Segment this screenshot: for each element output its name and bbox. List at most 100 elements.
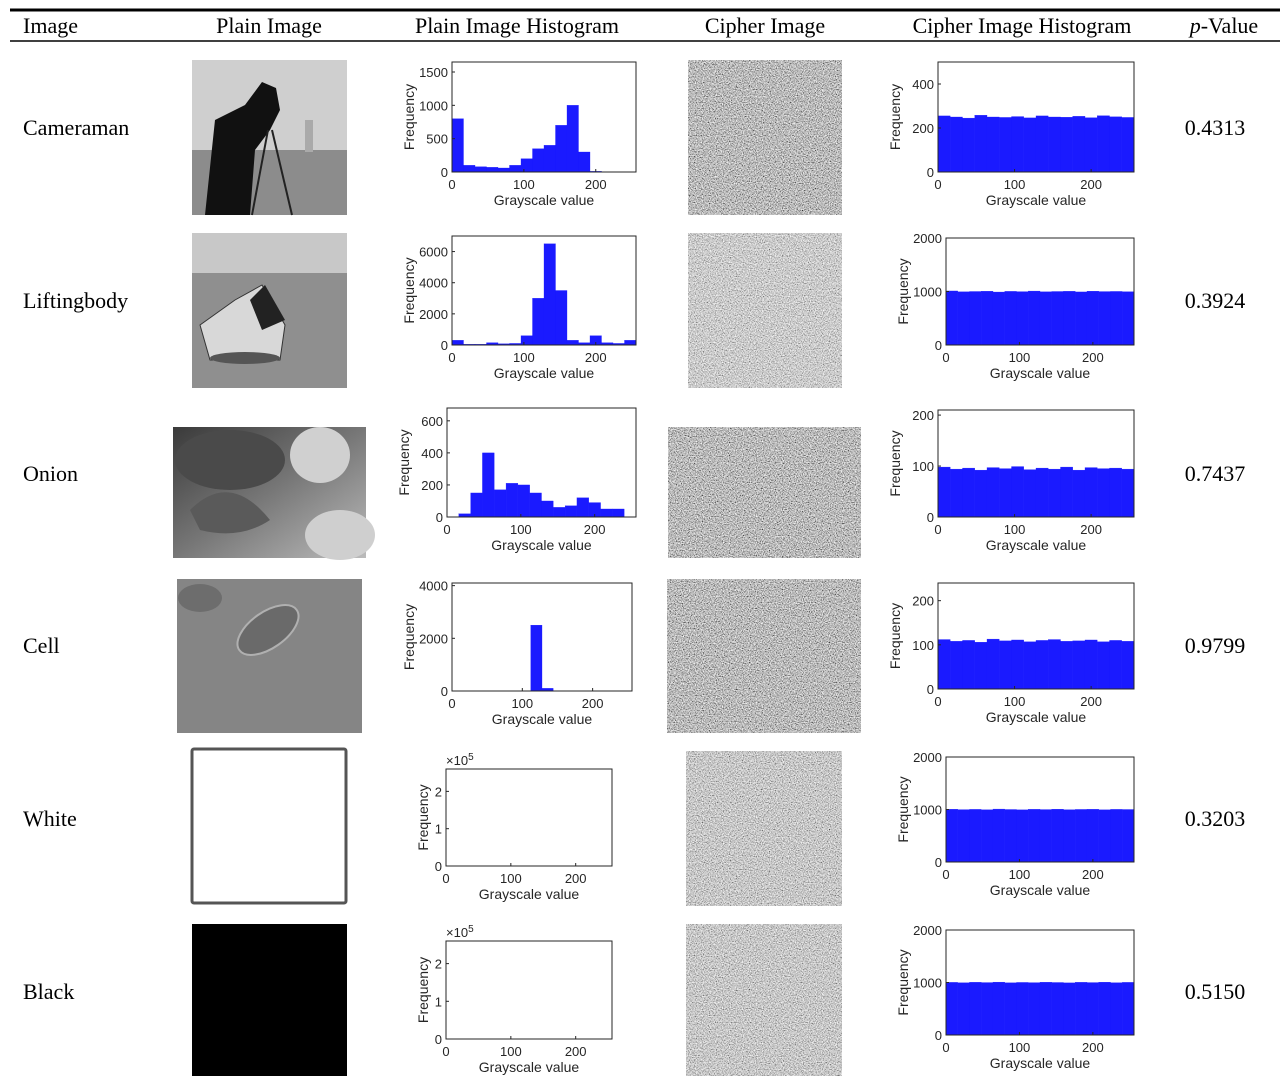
bar: [962, 117, 975, 173]
bar: [999, 117, 1012, 173]
bar: [1097, 115, 1110, 173]
y-axis-label: Frequency: [887, 84, 903, 150]
y-tick-label: 0: [927, 165, 934, 180]
bar: [1023, 117, 1037, 173]
bar: [992, 981, 1005, 1036]
x-axis-label: Grayscale value: [986, 192, 1087, 208]
image-name: Cameraman: [23, 115, 129, 140]
y-tick-label: 200: [912, 408, 934, 423]
p-value: 0.5150: [1185, 979, 1246, 1004]
y-tick-label: 400: [421, 446, 443, 461]
x-axis-label: Grayscale value: [986, 537, 1087, 553]
x-tick-label: 0: [934, 177, 941, 192]
bar: [950, 116, 963, 173]
bar: [950, 641, 963, 690]
bar: [1122, 982, 1135, 1036]
p-value: 0.3203: [1185, 806, 1246, 831]
y-tick-label: 200: [421, 478, 443, 493]
bar: [1028, 809, 1041, 863]
bar: [494, 489, 507, 518]
header-cell: Cipher Image: [705, 13, 825, 38]
cipher-image: [688, 233, 842, 388]
bar: [532, 298, 545, 346]
bar: [1004, 809, 1017, 863]
y-tick-label: 6000: [419, 245, 448, 260]
bar: [1051, 291, 1064, 346]
y-tick-label: 2000: [913, 923, 942, 938]
bar: [981, 809, 994, 863]
bar: [1016, 291, 1029, 346]
y-axis-label: Frequency: [887, 430, 903, 496]
y-tick-label: 0: [935, 855, 942, 870]
bar: [541, 500, 554, 518]
plain-image: [192, 233, 347, 388]
plain-image: [173, 427, 375, 560]
bar: [957, 291, 970, 346]
bar: [517, 484, 530, 518]
bar: [945, 982, 958, 1036]
bar: [1084, 117, 1098, 173]
bar: [529, 492, 542, 518]
bar: [578, 151, 591, 173]
bar: [486, 167, 499, 173]
bar: [1121, 117, 1135, 173]
bar: [1011, 639, 1024, 690]
image-name: Liftingbody: [23, 288, 128, 313]
x-tick-label: 200: [585, 177, 607, 192]
bar: [543, 243, 556, 346]
x-tick-label: 0: [934, 694, 941, 709]
bar: [1035, 115, 1049, 173]
bar: [999, 468, 1012, 518]
y-tick-label: 1000: [913, 803, 942, 818]
x-tick-label: 100: [1004, 522, 1026, 537]
y-tick-label: 0: [441, 338, 448, 353]
bar: [992, 291, 1005, 346]
histogram: 0 100 200 0 1 2 Grayscale value Frequency ×105: [415, 752, 613, 902]
axes-box: [446, 407, 637, 518]
y-tick-label: 2000: [913, 750, 942, 765]
y-tick-label: 0: [435, 859, 442, 874]
bar: [945, 290, 958, 346]
bar: [986, 116, 1000, 173]
bar: [969, 291, 982, 346]
bar: [612, 508, 625, 518]
bar: [1097, 641, 1110, 690]
axes-box: [445, 768, 613, 867]
x-tick-label: 0: [448, 177, 455, 192]
plain-image: [192, 924, 347, 1076]
bar: [1060, 641, 1073, 690]
x-tick-label: 100: [1009, 350, 1031, 365]
x-tick-label: 100: [513, 350, 535, 365]
y-tick-label: 0: [441, 165, 448, 180]
bar: [474, 166, 487, 173]
bar: [1110, 982, 1123, 1036]
bar: [1004, 291, 1017, 346]
bar: [1086, 809, 1099, 863]
bar: [969, 982, 982, 1036]
y-tick-label: 1000: [419, 98, 448, 113]
bar: [1086, 982, 1099, 1036]
bar: [564, 505, 578, 518]
x-tick-label: 100: [1004, 694, 1026, 709]
bar: [1098, 291, 1111, 346]
y-tick-label: 1000: [913, 285, 942, 300]
y-tick-label: 0: [435, 1032, 442, 1047]
bar: [1039, 809, 1052, 863]
y-tick-label: 2: [435, 784, 442, 799]
bar: [962, 467, 975, 518]
plain-image: [177, 579, 362, 733]
bar: [1075, 982, 1088, 1036]
y-axis-label: Frequency: [415, 784, 431, 850]
plain-image: [192, 60, 347, 216]
bar: [962, 640, 975, 690]
x-axis-label: Grayscale value: [494, 365, 595, 381]
bar: [1051, 809, 1064, 863]
y-tick-label: 0: [441, 684, 448, 699]
x-axis-label: Grayscale value: [990, 1055, 1091, 1071]
y-tick-label: 0: [436, 510, 443, 525]
y-tick-label: 200: [912, 121, 934, 136]
bar: [1072, 116, 1086, 173]
